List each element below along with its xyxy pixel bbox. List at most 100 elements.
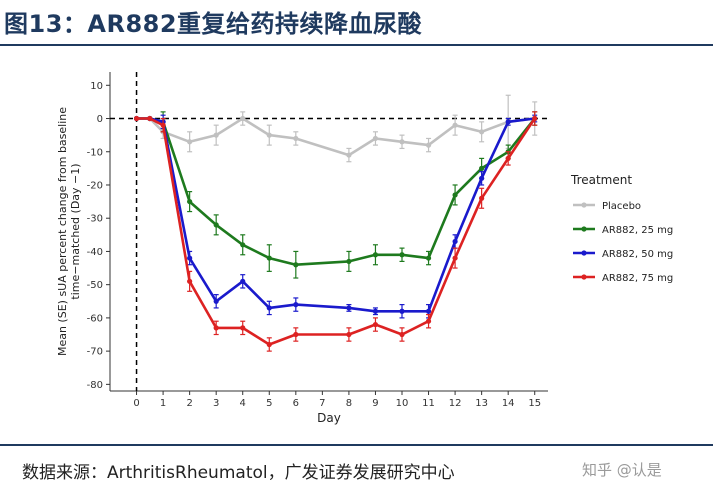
y-tick-label: -80 xyxy=(87,380,103,391)
legend-label: AR882, 75 mg xyxy=(602,273,673,284)
series-line xyxy=(136,117,535,313)
legend-item-1: AR882, 25 mg xyxy=(573,225,673,236)
data-point xyxy=(133,115,140,122)
series-1 xyxy=(133,111,538,279)
x-tick-label: 11 xyxy=(422,398,435,409)
data-point xyxy=(240,115,246,122)
x-tick-label: 3 xyxy=(213,398,219,409)
data-point xyxy=(346,331,352,338)
data-point xyxy=(425,308,432,314)
x-tick-label: 12 xyxy=(449,398,462,409)
y-tick-label: -30 xyxy=(87,214,103,225)
y-tick-label: -40 xyxy=(87,247,103,258)
x-tick-label: 15 xyxy=(528,398,541,409)
data-point xyxy=(346,152,352,158)
data-point xyxy=(399,308,405,314)
legend-marker xyxy=(581,250,587,256)
data-point xyxy=(213,298,219,304)
data-point xyxy=(187,139,193,145)
x-tick-label: 4 xyxy=(240,398,246,409)
x-tick-label: 7 xyxy=(319,398,325,409)
y-tick-label: -50 xyxy=(87,280,103,291)
data-point xyxy=(213,325,219,331)
data-point xyxy=(479,175,485,181)
legend-item-3: AR882, 75 mg xyxy=(573,273,673,284)
data-point xyxy=(240,278,246,284)
data-point xyxy=(452,255,458,261)
series-3 xyxy=(133,111,538,352)
data-point xyxy=(213,222,219,228)
data-point xyxy=(372,252,379,258)
data-point xyxy=(452,238,458,245)
series-line xyxy=(136,117,536,266)
data-point xyxy=(425,142,432,148)
data-point xyxy=(372,308,379,314)
data-point xyxy=(266,132,272,138)
y-tick-label: 10 xyxy=(90,81,103,92)
data-point xyxy=(187,278,193,284)
legend-marker xyxy=(581,226,587,232)
data-point xyxy=(160,122,166,128)
data-point xyxy=(372,135,379,142)
legend-item-2: AR882, 50 mg xyxy=(573,249,673,260)
data-point xyxy=(293,262,299,268)
series-group xyxy=(133,94,538,352)
legend-marker xyxy=(581,274,587,280)
y-tick-label: -60 xyxy=(87,313,103,324)
series-line xyxy=(136,117,535,157)
data-point xyxy=(532,115,538,122)
x-tick-label: 8 xyxy=(346,398,352,409)
x-tick-label: 9 xyxy=(372,398,378,409)
x-tick-label: 13 xyxy=(475,398,488,409)
y-tick-label: -10 xyxy=(87,147,103,158)
legend-item-0: Placebo xyxy=(573,201,641,212)
data-point xyxy=(293,302,299,308)
source-rule xyxy=(0,444,713,446)
title-rule xyxy=(0,44,713,46)
data-point xyxy=(505,119,511,125)
data-point xyxy=(147,115,153,122)
x-tick-label: 6 xyxy=(293,398,299,409)
legend-label: AR882, 25 mg xyxy=(602,225,673,236)
watermark: 知乎 @认是 xyxy=(582,461,662,479)
x-tick-label: 5 xyxy=(266,398,272,409)
data-point xyxy=(346,305,352,311)
data-point xyxy=(187,198,193,205)
legend-marker xyxy=(581,202,587,208)
data-point xyxy=(399,139,405,145)
data-point xyxy=(452,122,458,128)
y-tick-label: 0 xyxy=(97,114,103,125)
x-axis-title: Day xyxy=(317,411,341,425)
data-point xyxy=(425,318,432,324)
data-point xyxy=(425,255,432,261)
x-tick-label: 2 xyxy=(186,398,192,409)
data-point xyxy=(213,132,219,138)
y-tick-label: -70 xyxy=(87,347,103,358)
data-point xyxy=(266,305,272,311)
data-point xyxy=(240,325,246,331)
y-tick-label: -20 xyxy=(87,180,103,191)
axes-group: 10 0 -10 -20 -30 -40 -50 -60 -70 -80 0 1 2 3 4 5 6 7 8 9 10 1… xyxy=(56,72,548,425)
data-point xyxy=(346,258,352,265)
data-point xyxy=(399,331,405,338)
data-point xyxy=(479,165,485,171)
data-point xyxy=(293,331,299,338)
data-point xyxy=(240,242,246,248)
figure-title: 图13：AR882重复给药持续降血尿酸 xyxy=(4,10,423,38)
data-point xyxy=(293,135,299,142)
data-point xyxy=(479,129,485,135)
x-tick-label: 14 xyxy=(502,398,515,409)
data-point xyxy=(266,255,272,261)
chart: 10 0 -10 -20 -30 -40 -50 -60 -70 -80 0 1 2 3 4 5 6 7 8 9 10 1… xyxy=(56,72,673,425)
legend-title: Treatment xyxy=(570,173,632,187)
data-point xyxy=(266,341,272,348)
x-tick-label: 0 xyxy=(133,398,139,409)
legend-label: Placebo xyxy=(602,201,641,212)
y-axis-title: Mean (SE) sUA percent change from baseli… xyxy=(56,107,82,356)
data-point xyxy=(479,195,485,201)
data-point xyxy=(372,321,379,328)
legend-label: AR882, 50 mg xyxy=(602,249,673,260)
data-point xyxy=(399,252,405,258)
legend: Treatment Placebo AR882, 25 mg AR882, 50 mg… xyxy=(570,173,673,284)
x-tick-label: 10 xyxy=(396,398,409,409)
